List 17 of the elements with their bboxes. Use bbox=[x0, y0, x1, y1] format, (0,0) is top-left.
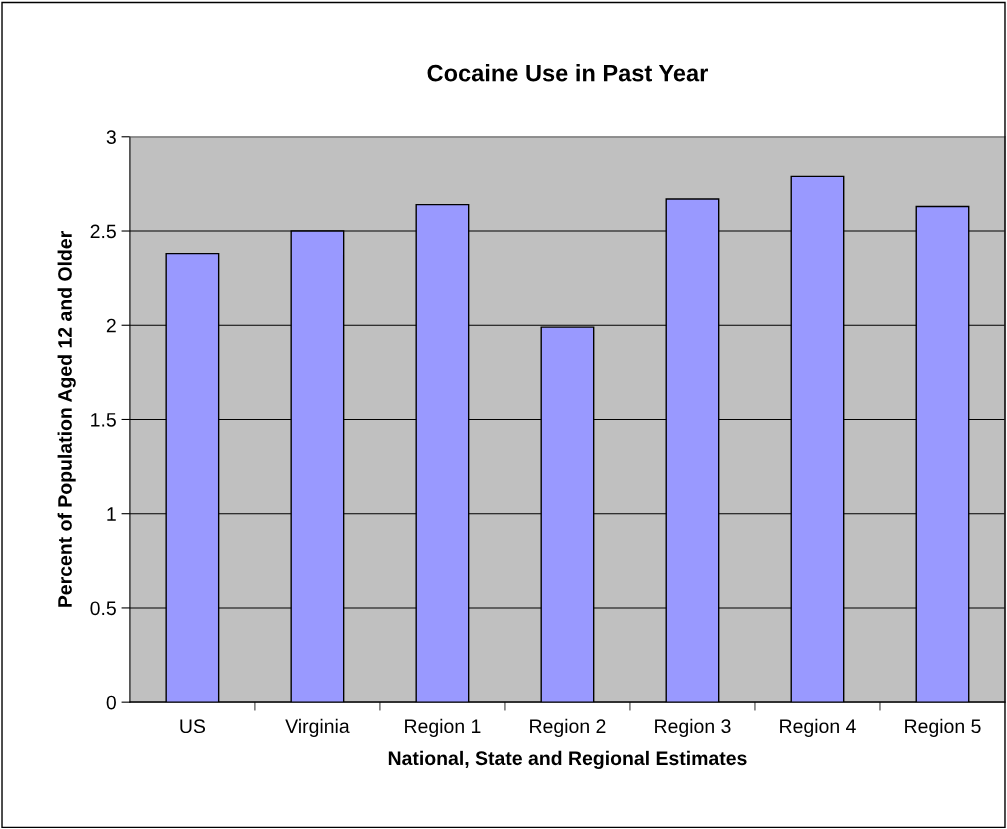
y-tick-label: 3 bbox=[106, 130, 116, 145]
x-tick-label: Region 5 bbox=[905, 718, 981, 737]
x-tick-label: US bbox=[180, 719, 206, 734]
x-tick-label: Region 4 bbox=[780, 718, 856, 737]
chart-title: Cocaine Use in Past Year bbox=[427, 64, 708, 82]
y-tick-label: 2 bbox=[106, 318, 116, 333]
x-tick-label: Region 3 bbox=[655, 718, 731, 737]
x-tick-label: Region 1 bbox=[405, 718, 481, 737]
x-axis-title: National, State and Regional Estimates bbox=[388, 750, 747, 770]
y-tick-label: 2.5 bbox=[90, 224, 116, 239]
x-tick-label: Region 2 bbox=[530, 718, 606, 737]
y-tick-label: 0 bbox=[106, 695, 116, 710]
y-tick-label: 1 bbox=[107, 507, 116, 521]
y-tick-label: 1.5 bbox=[91, 413, 116, 427]
x-tick-label: Virginia bbox=[285, 718, 350, 737]
y-tick-label: 0.5 bbox=[90, 601, 116, 616]
y-axis-title: Percent of Population Aged 12 and Older bbox=[57, 231, 76, 607]
